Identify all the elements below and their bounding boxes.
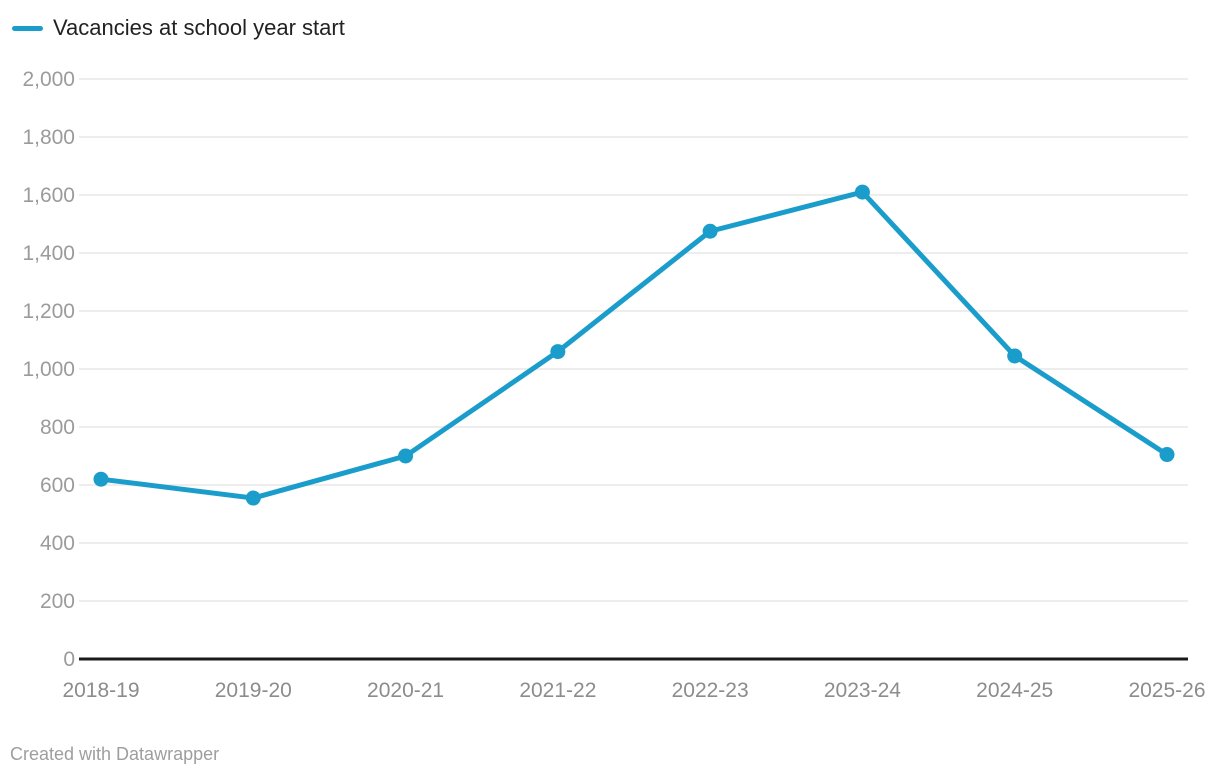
data-point[interactable]: [854, 184, 870, 200]
x-tick-label: 2018-19: [62, 679, 139, 702]
data-point[interactable]: [398, 448, 414, 464]
y-tick-label: 600: [40, 474, 75, 497]
line-series: [98, 189, 1170, 501]
y-tick-label: 400: [40, 532, 75, 555]
y-tick-label: 1,000: [22, 358, 75, 381]
x-tick-label: 2022-23: [672, 679, 749, 702]
y-tick-label: 1,600: [22, 184, 75, 207]
legend-series-label: Vacancies at school year start: [53, 15, 345, 40]
y-tick-label: 200: [40, 590, 75, 613]
x-tick-label: 2020-21: [367, 679, 444, 702]
x-tick-label: 2021-22: [519, 679, 596, 702]
legend-line-swatch: [12, 25, 43, 31]
x-tick-label: 2024-25: [976, 679, 1053, 702]
x-tick-label: 2019-20: [215, 679, 292, 702]
y-tick-label: 1,800: [22, 126, 75, 149]
y-tick-label: 2,000: [22, 68, 75, 91]
y-tick-label: 1,400: [22, 242, 75, 265]
attribution-text: Created with Datawrapper: [10, 744, 220, 764]
x-tick-label: 2023-24: [824, 679, 901, 702]
data-point[interactable]: [93, 471, 109, 487]
data-point[interactable]: [1007, 348, 1023, 364]
data-point[interactable]: [245, 490, 261, 506]
data-point[interactable]: [550, 344, 566, 360]
y-tick-label: 800: [40, 416, 75, 439]
y-tick-label: 1,200: [22, 300, 75, 323]
x-tick-label: 2025-26: [1128, 679, 1205, 702]
data-point[interactable]: [1159, 447, 1175, 463]
data-point[interactable]: [702, 223, 718, 239]
legend: Vacancies at school year start: [12, 14, 345, 42]
y-tick-label: 0: [63, 648, 75, 671]
